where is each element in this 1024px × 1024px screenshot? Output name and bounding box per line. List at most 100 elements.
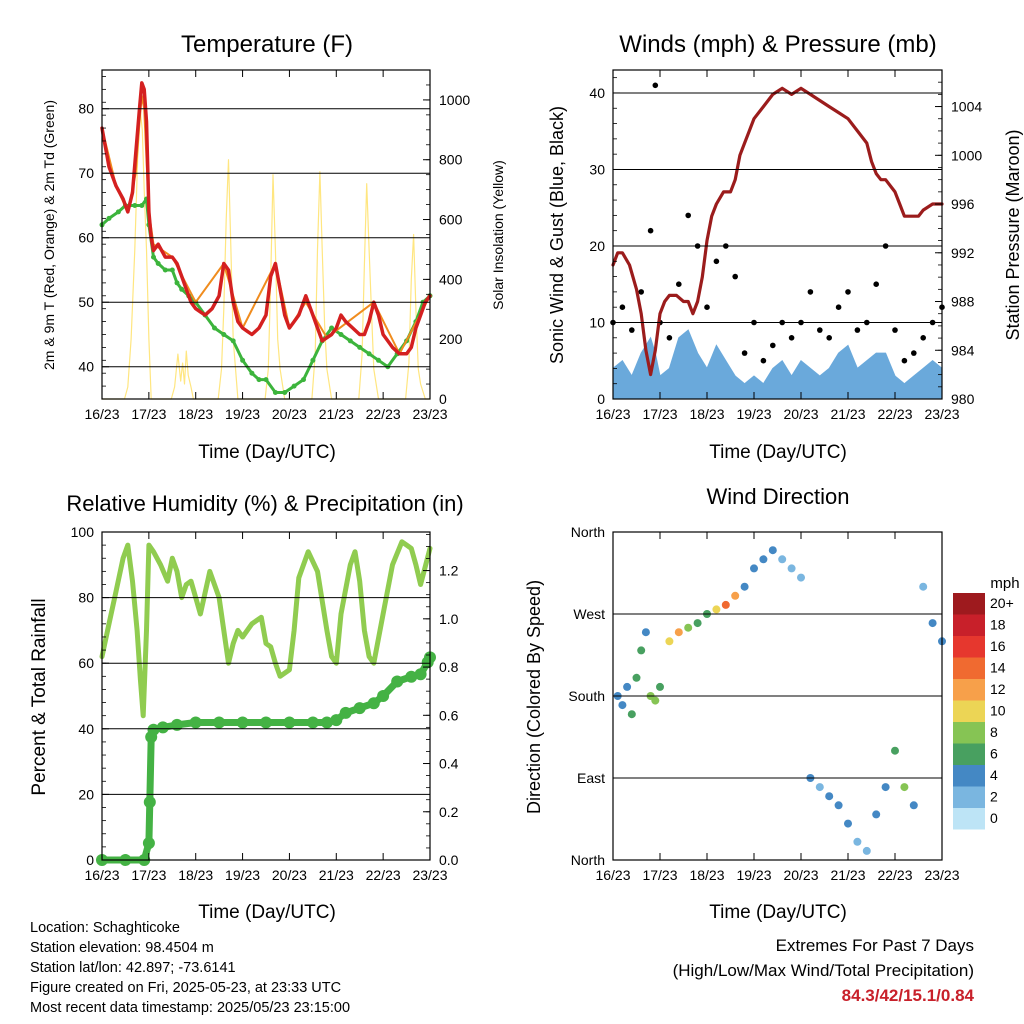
dewpoint-point xyxy=(169,267,175,273)
extremes-subtitle: (High/Low/Max Wind/Total Precipitation) xyxy=(672,961,974,980)
colorbar-label: 2 xyxy=(990,789,998,805)
dewpoint-point xyxy=(212,325,217,331)
direction-point xyxy=(740,582,749,591)
direction-point xyxy=(674,628,683,637)
direction-point xyxy=(731,591,740,600)
y-tick-label: 50 xyxy=(78,294,94,310)
x-tick-label: 17/23 xyxy=(131,406,166,422)
temperature-ylabel-left: 2m & 9m T (Red, Orange) & 2m Td (Green) xyxy=(41,100,57,370)
x-tick-label: 18/23 xyxy=(178,406,213,422)
station-info: Location: Schaghticoke Station elevation… xyxy=(30,918,350,1018)
dewpoint-point xyxy=(249,370,255,376)
y2-tick-label: 0.0 xyxy=(439,852,459,868)
direction-point xyxy=(618,701,627,710)
y-tick-label: East xyxy=(577,770,605,786)
gust-point xyxy=(892,327,898,333)
winds-ylabel-left: Sonic Wind & Gust (Blue, Black) xyxy=(547,106,567,364)
colorbar-title: mph xyxy=(990,575,1019,592)
x-tick-label: 23/23 xyxy=(412,867,447,883)
x-tick-label: 19/23 xyxy=(736,406,771,422)
direction-point xyxy=(787,564,796,573)
rain-point xyxy=(377,690,390,702)
dewpoint-point xyxy=(240,357,246,363)
colorbar-label: 10 xyxy=(990,703,1006,719)
dewpoint-point xyxy=(106,215,112,221)
winds-xlabel: Time (Day/UTC) xyxy=(709,442,847,463)
gust-point xyxy=(911,350,917,356)
direction-point xyxy=(684,623,693,632)
x-tick-label: 23/23 xyxy=(412,406,447,422)
colorbar-label: 20+ xyxy=(990,595,1014,611)
colorbar-swatch xyxy=(953,722,985,744)
direction-point xyxy=(750,564,758,573)
y-tick-label: 40 xyxy=(78,721,94,737)
colorbar-swatch xyxy=(953,657,985,679)
temperature-xlabel: Time (Day/UTC) xyxy=(198,442,336,463)
plot-frame xyxy=(612,531,943,861)
dewpoint-point xyxy=(151,254,156,260)
winds-axes: 0 10 20 30 40 980 984 988 992 996 1000 1004 16/23 17/… xyxy=(589,69,982,422)
y2-tick-label: 600 xyxy=(439,212,463,228)
direction-series xyxy=(613,546,946,855)
rain-point xyxy=(306,716,319,729)
x-tick-label: 18/23 xyxy=(178,867,213,883)
direction-point xyxy=(909,801,918,810)
y2-tick-label: 984 xyxy=(951,342,975,358)
wind-band xyxy=(612,329,943,400)
x-tick-label: 18/23 xyxy=(689,406,724,422)
x-tick-label: 22/23 xyxy=(877,406,912,422)
colorbar-label: 8 xyxy=(990,724,998,740)
temperature-series xyxy=(99,81,433,400)
colorbar-label: 6 xyxy=(990,746,998,762)
direction-ylabel-left: Direction (Colored By Speed) xyxy=(524,580,544,814)
y2-tick-label: 1.2 xyxy=(439,563,459,579)
direction-point xyxy=(768,546,777,555)
y2-tick-label: 0.6 xyxy=(439,707,459,723)
dewpoint-point xyxy=(115,209,121,215)
colorbar-swatch xyxy=(953,765,985,787)
rh-line xyxy=(99,539,433,719)
x-tick-label: 16/23 xyxy=(84,406,119,422)
y-tick-label: 40 xyxy=(78,359,94,375)
direction-point xyxy=(872,810,881,819)
x-tick-label: 17/23 xyxy=(131,867,166,883)
colorbar-label: 18 xyxy=(990,617,1006,633)
rain-point xyxy=(405,670,418,683)
colorbar-label: 12 xyxy=(990,681,1006,697)
y2-tick-label: 400 xyxy=(439,271,463,287)
direction-point xyxy=(853,837,862,846)
dewpoint-point xyxy=(357,344,363,350)
direction-point xyxy=(891,746,899,755)
gust-point xyxy=(920,335,926,341)
rain-point xyxy=(171,718,183,731)
gust-point xyxy=(676,281,682,288)
pressure-line xyxy=(611,86,944,377)
dewpoint-point xyxy=(291,383,297,389)
rain-point xyxy=(320,716,333,729)
gust-point xyxy=(619,304,626,311)
x-tick-label: 16/23 xyxy=(595,406,630,422)
colorbar-label: 16 xyxy=(990,638,1006,654)
station-elevation: Station elevation: 98.4504 m xyxy=(30,940,214,956)
dewpoint-point xyxy=(221,332,227,337)
data-timestamp: Most recent data timestamp: 2025/05/23 2… xyxy=(30,1000,351,1016)
y-tick-label: 0 xyxy=(597,391,605,407)
y-tick-label: 80 xyxy=(78,590,94,606)
y-tick-label: West xyxy=(573,606,605,622)
y-tick-label: South xyxy=(568,688,605,704)
dewpoint-point xyxy=(272,390,278,395)
y2-tick-label: 992 xyxy=(951,245,975,261)
rain-point xyxy=(339,706,352,719)
y-tick-label: 20 xyxy=(589,238,605,254)
colorbar-swatch xyxy=(953,743,985,765)
gust-point xyxy=(652,82,659,89)
direction-point xyxy=(665,637,674,646)
y2-tick-label: 800 xyxy=(439,152,463,168)
direction-point xyxy=(759,555,768,564)
gust-point xyxy=(741,350,748,356)
gust-point xyxy=(666,335,673,341)
y-tick-label: 30 xyxy=(589,161,605,177)
dewpoint-point xyxy=(162,267,168,273)
direction-point xyxy=(656,682,664,691)
